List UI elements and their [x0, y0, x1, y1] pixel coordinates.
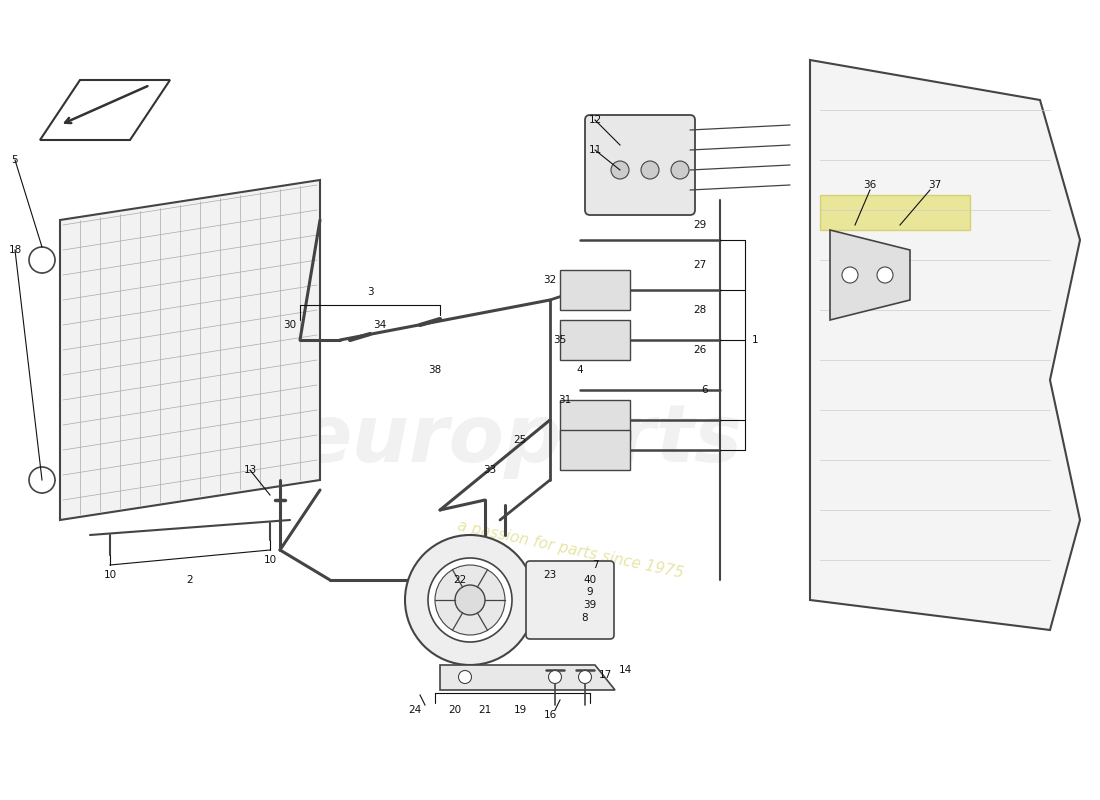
Text: 17: 17	[598, 670, 612, 680]
Text: 20: 20	[449, 705, 462, 715]
Text: 7: 7	[592, 560, 598, 570]
Polygon shape	[60, 180, 320, 520]
Text: 34: 34	[373, 320, 386, 330]
Polygon shape	[830, 230, 910, 320]
Circle shape	[610, 161, 629, 179]
Text: 10: 10	[103, 570, 117, 580]
FancyBboxPatch shape	[560, 400, 630, 440]
FancyBboxPatch shape	[526, 561, 614, 639]
Text: 39: 39	[583, 600, 596, 610]
Circle shape	[579, 670, 592, 683]
Text: 26: 26	[693, 345, 706, 355]
Text: 5: 5	[12, 155, 19, 165]
Text: 4: 4	[576, 365, 583, 375]
Polygon shape	[440, 665, 615, 690]
Circle shape	[641, 161, 659, 179]
Text: 23: 23	[543, 570, 557, 580]
Text: 28: 28	[693, 305, 706, 315]
Text: 29: 29	[693, 220, 706, 230]
Text: 3: 3	[366, 287, 373, 297]
Text: 19: 19	[514, 705, 527, 715]
Text: 14: 14	[618, 665, 631, 675]
Text: 24: 24	[408, 705, 421, 715]
Text: 27: 27	[693, 260, 706, 270]
Circle shape	[29, 247, 55, 273]
Circle shape	[671, 161, 689, 179]
FancyBboxPatch shape	[560, 270, 630, 310]
Polygon shape	[810, 60, 1080, 630]
Text: 9: 9	[586, 587, 593, 597]
Text: 10: 10	[263, 555, 276, 565]
Circle shape	[459, 670, 472, 683]
Circle shape	[428, 558, 512, 642]
Text: 1: 1	[751, 335, 758, 345]
FancyBboxPatch shape	[560, 430, 630, 470]
Text: 37: 37	[928, 180, 942, 190]
Text: europarts: europarts	[297, 401, 742, 479]
Circle shape	[434, 565, 505, 635]
Text: 12: 12	[588, 115, 602, 125]
Circle shape	[405, 535, 535, 665]
Text: 8: 8	[582, 613, 588, 623]
Text: 2: 2	[187, 575, 194, 585]
Text: 25: 25	[514, 435, 527, 445]
Text: 36: 36	[864, 180, 877, 190]
Text: 11: 11	[588, 145, 602, 155]
Text: 22: 22	[453, 575, 466, 585]
FancyBboxPatch shape	[820, 195, 970, 230]
Text: 18: 18	[9, 245, 22, 255]
Text: 38: 38	[428, 365, 441, 375]
Text: 40: 40	[583, 575, 596, 585]
Circle shape	[877, 267, 893, 283]
FancyBboxPatch shape	[560, 320, 630, 360]
Circle shape	[29, 467, 55, 493]
Text: 30: 30	[284, 320, 297, 330]
Polygon shape	[40, 80, 170, 140]
Text: 31: 31	[559, 395, 572, 405]
Text: 32: 32	[543, 275, 557, 285]
Text: 6: 6	[702, 385, 708, 395]
Circle shape	[549, 670, 561, 683]
FancyBboxPatch shape	[585, 115, 695, 215]
Text: 35: 35	[553, 335, 566, 345]
Text: 13: 13	[243, 465, 256, 475]
Circle shape	[455, 585, 485, 615]
Text: 33: 33	[483, 465, 496, 475]
Circle shape	[842, 267, 858, 283]
Text: a passion for parts since 1975: a passion for parts since 1975	[455, 518, 684, 582]
Text: 21: 21	[478, 705, 492, 715]
Text: 16: 16	[543, 710, 557, 720]
